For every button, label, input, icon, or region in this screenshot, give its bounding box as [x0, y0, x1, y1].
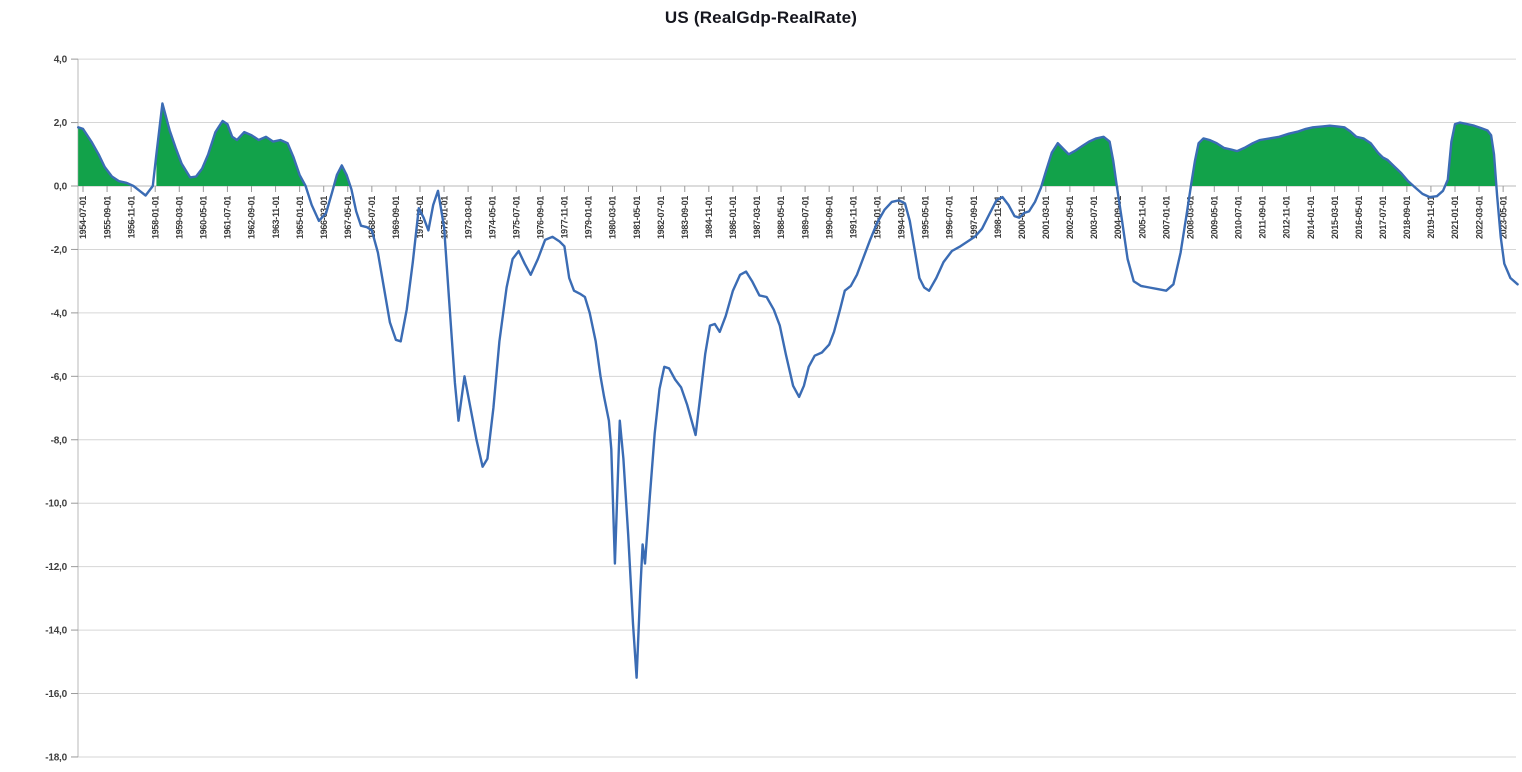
x-tick-label: 2021-01-01	[1450, 196, 1460, 239]
x-tick-label: 1988-05-01	[776, 196, 786, 239]
x-tick-label: 1956-11-01	[126, 196, 136, 239]
x-tick-label: 2015-03-01	[1330, 196, 1340, 239]
x-tick-label: 2000-01-01	[1017, 196, 1027, 239]
x-tick-label: 1966-03-01	[319, 196, 329, 239]
x-tick-label: 2007-01-01	[1161, 196, 1171, 239]
y-tick-label: -16,0	[45, 689, 67, 700]
y-tick-label: -8,0	[51, 435, 68, 446]
x-tick-label: 1996-07-01	[945, 196, 955, 239]
x-tick-label: 1963-11-01	[271, 196, 281, 239]
x-tick-label: 2012-11-01	[1282, 196, 1292, 239]
y-tick-label: -6,0	[51, 372, 68, 383]
x-tick-label: 1982-07-01	[656, 196, 666, 239]
y-tick-label: -18,0	[45, 752, 67, 763]
x-tick-label: 2010-07-01	[1234, 196, 1244, 239]
x-tick-label: 1983-09-01	[680, 196, 690, 239]
x-tick-label: 1995-05-01	[921, 196, 931, 239]
x-tick-label: 1965-01-01	[295, 196, 305, 239]
y-tick-label: 2,0	[54, 118, 68, 129]
x-tick-label: 1991-11-01	[848, 196, 858, 239]
x-tick-label: 1981-05-01	[632, 196, 642, 239]
x-tick-label: 1959-03-01	[174, 196, 184, 239]
x-tick-label: 2018-09-01	[1402, 196, 1412, 239]
x-tick-label: 1989-07-01	[800, 196, 810, 239]
x-tick-label: 2008-03-01	[1185, 196, 1195, 239]
x-tick-label: 2002-05-01	[1065, 196, 1075, 239]
x-tick-label: 1970-11-01	[415, 196, 425, 239]
positive-area-fill	[78, 103, 1497, 186]
x-tick-label: 2023-05-01	[1498, 196, 1508, 239]
x-tick-label: 1968-07-01	[367, 196, 377, 239]
x-tick-label: 1969-09-01	[391, 196, 401, 239]
x-tick-label: 1974-05-01	[487, 196, 497, 239]
x-tick-label: 1958-01-01	[150, 196, 160, 239]
x-tick-label: 1977-11-01	[560, 196, 570, 239]
chart-title: US (RealGdp-RealRate)	[664, 8, 858, 27]
x-tick-label: 2009-05-01	[1209, 196, 1219, 239]
x-tick-label: 2005-11-01	[1137, 196, 1147, 239]
y-tick-label: 0,0	[54, 182, 68, 193]
x-tick-label: 1990-09-01	[824, 196, 834, 239]
x-tick-label: 2019-11-01	[1426, 196, 1436, 239]
x-tick-label: 1987-03-01	[752, 196, 762, 239]
y-tick-label: -12,0	[45, 562, 67, 573]
y-tick-label: -14,0	[45, 626, 67, 637]
x-tick-label: 1954-07-01	[78, 196, 88, 239]
x-tick-label: 1975-07-01	[511, 196, 521, 239]
x-tick-label: 1980-03-01	[608, 196, 618, 239]
x-tick-label: 2017-07-01	[1378, 196, 1388, 239]
x-tick-label: 1962-09-01	[247, 196, 257, 239]
y-tick-label: -10,0	[45, 499, 67, 510]
x-tick-label: 2014-01-01	[1306, 196, 1316, 239]
x-tick-label: 1993-01-01	[873, 196, 883, 239]
x-tick-label: 1967-05-01	[343, 196, 353, 239]
x-tick-label: 1960-05-01	[199, 196, 209, 239]
x-tick-label: 1997-09-01	[969, 196, 979, 239]
x-tick-label: 2022-03-01	[1474, 196, 1484, 239]
x-tick-label: 1984-11-01	[704, 196, 714, 239]
y-tick-label: 4,0	[54, 55, 68, 66]
y-tick-label: -2,0	[51, 245, 68, 256]
x-tick-label: 1976-09-01	[536, 196, 546, 239]
x-tick-label: 1961-07-01	[223, 196, 233, 239]
y-tick-label: -4,0	[51, 308, 68, 319]
x-tick-label: 2016-05-01	[1354, 196, 1364, 239]
x-tick-label: 2001-03-01	[1041, 196, 1051, 239]
x-tick-label: 1979-01-01	[584, 196, 594, 239]
x-tick-label: 2003-07-01	[1089, 196, 1099, 239]
x-tick-label: 1955-09-01	[102, 196, 112, 239]
x-tick-label: 2011-09-01	[1258, 196, 1268, 239]
x-tick-label: 1972-01-01	[439, 196, 449, 239]
series-line	[77, 102, 1519, 679]
x-tick-label: 1994-03-01	[897, 196, 907, 239]
x-tick-label: 1973-03-01	[463, 196, 473, 239]
x-tick-label: 2004-09-01	[1113, 196, 1123, 239]
x-tick-label: 1998-11-01	[993, 196, 1003, 239]
x-tick-label: 1986-01-01	[728, 196, 738, 239]
